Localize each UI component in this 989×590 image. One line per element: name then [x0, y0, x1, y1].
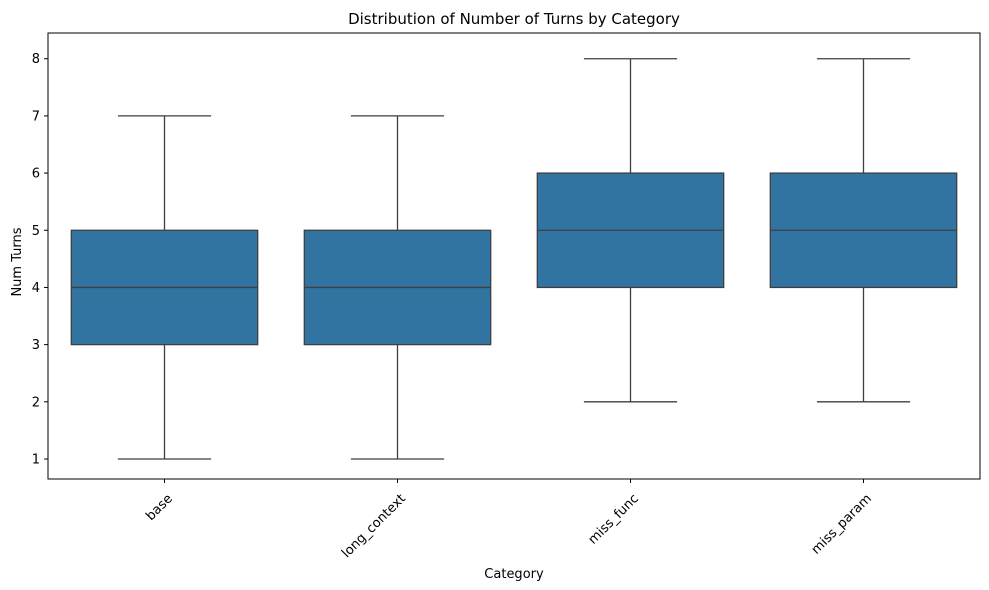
y-axis: 1 2 3 4 5 6 7 8	[32, 52, 48, 467]
box-long_context	[303, 115, 492, 460]
y-axis-label: Num Turns	[10, 227, 25, 296]
plot-area	[47, 32, 981, 480]
chart-title: Distribution of Number of Turns by Categ…	[348, 10, 680, 28]
x-axis-label: Category	[484, 567, 544, 582]
box-miss_param	[769, 58, 958, 403]
y-tick-label: 2	[32, 395, 40, 410]
y-tick-label: 6	[32, 167, 40, 182]
x-axis: base long_context miss_func miss_param	[143, 479, 875, 561]
x-tick-label-base: base	[143, 491, 176, 524]
y-tick-label: 1	[32, 452, 40, 467]
x-tick-label-miss_func: miss_func	[586, 491, 642, 547]
y-tick-label: 5	[32, 224, 40, 239]
y-tick-label: 7	[32, 109, 40, 124]
y-tick-label: 4	[32, 281, 40, 296]
y-tick-label: 3	[32, 338, 40, 353]
x-tick-label-long_context: long_context	[339, 491, 409, 561]
x-tick-label-miss_param: miss_param	[809, 491, 875, 557]
box-miss_func	[536, 58, 725, 403]
y-tick-label: 8	[32, 52, 40, 67]
box-base	[70, 115, 259, 460]
plot-frame	[47, 32, 981, 480]
